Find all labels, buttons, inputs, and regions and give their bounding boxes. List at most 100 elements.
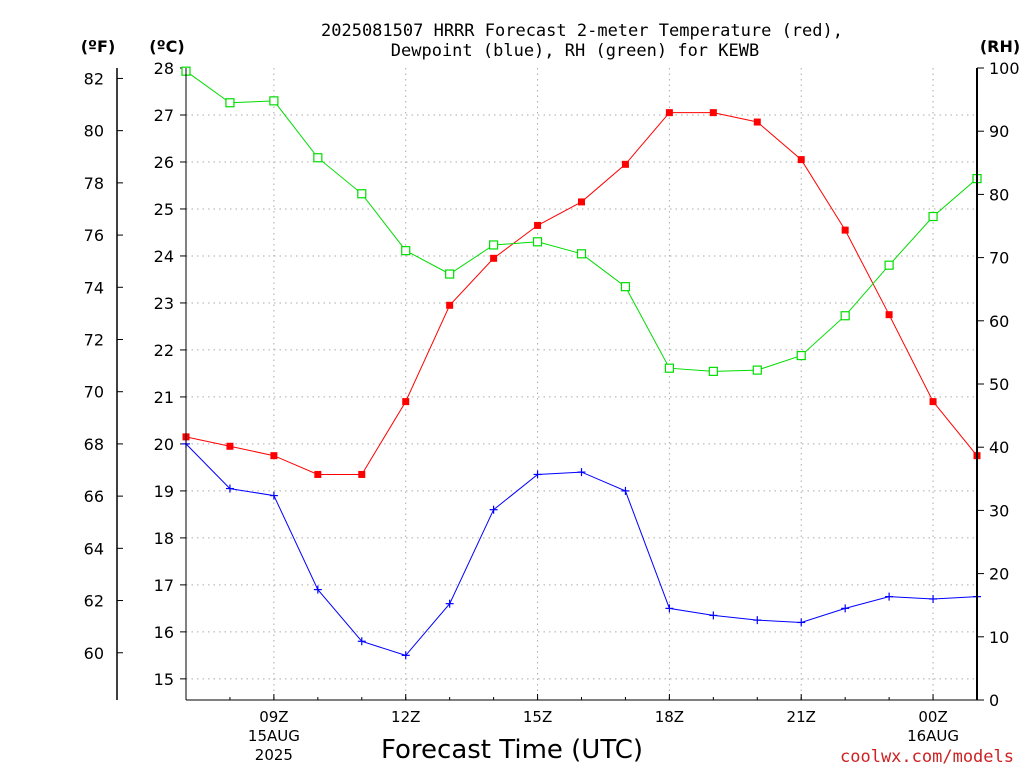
rh-point <box>225 98 235 108</box>
x-tick-label: 21Z <box>787 708 816 726</box>
rh-point <box>313 153 323 163</box>
dewpoint-point <box>533 470 542 479</box>
rh-tick-label: 90 <box>989 122 1009 141</box>
temperature-point <box>314 470 322 478</box>
temperature-point <box>490 254 498 262</box>
rh-tick-label: 20 <box>989 565 1009 584</box>
dewpoint-point <box>313 585 322 594</box>
x-tick-date-label: 16AUG <box>907 727 959 745</box>
rh-tick-label: 10 <box>989 628 1009 647</box>
dewpoint-series <box>182 439 981 660</box>
rh-tick-label: 100 <box>989 59 1020 78</box>
temperature-point <box>885 311 893 319</box>
chart-title-line2: Dewpoint (blue), RH (green) for KEWB <box>391 41 759 61</box>
dewpoint-point <box>357 637 366 646</box>
fahrenheit-tick-label: 72 <box>84 330 104 349</box>
dewpoint-point <box>401 651 410 660</box>
x-tick-label: 12Z <box>391 708 420 726</box>
rh-tick-label: 50 <box>989 375 1009 394</box>
x-tick-label: 09Z <box>259 708 288 726</box>
fahrenheit-tick-label: 68 <box>84 435 104 454</box>
fahrenheit-unit-label: (ºF) <box>81 37 116 56</box>
fahrenheit-tick-label: 80 <box>84 122 104 141</box>
celsius-tick-label: 20 <box>154 435 174 454</box>
temperature-point <box>929 398 937 406</box>
rh-point <box>401 246 411 256</box>
temperature-point <box>446 301 454 309</box>
rh-point <box>489 240 499 250</box>
grid-layer <box>186 68 977 700</box>
temperature-point <box>270 452 278 460</box>
rh-point <box>928 211 938 222</box>
celsius-tick-label: 19 <box>154 482 174 501</box>
celsius-tick-label: 24 <box>154 247 174 266</box>
rh-tick-label: 30 <box>989 501 1009 520</box>
dewpoint-point <box>885 592 894 601</box>
celsius-tick-label: 26 <box>154 153 174 172</box>
dewpoint-point <box>841 604 850 613</box>
rh-point <box>840 311 850 321</box>
dewpoint-point <box>225 484 234 493</box>
fahrenheit-tick-label: 62 <box>84 592 104 611</box>
dewpoint-point <box>665 604 674 613</box>
fahrenheit-tick-label: 66 <box>84 487 104 506</box>
celsius-tick-label: 16 <box>154 623 174 642</box>
dewpoint-point <box>489 505 498 514</box>
fahrenheit-tick-label: 74 <box>84 278 104 297</box>
rh-point <box>532 237 543 247</box>
rh-tick-label: 60 <box>989 312 1009 331</box>
celsius-tick-label: 28 <box>154 59 174 78</box>
x-axis-title: Forecast Time (UTC) <box>381 735 643 765</box>
temperature-point <box>621 160 629 168</box>
temperature-point <box>709 109 717 117</box>
celsius-unit-label: (ºC) <box>149 37 184 56</box>
dewpoint-point <box>797 618 806 627</box>
temperature-point <box>841 226 849 234</box>
celsius-tick-label: 21 <box>154 388 174 407</box>
rh-tick-label: 70 <box>989 249 1009 268</box>
chart-title-line1: 2025081507 HRRR Forecast 2-meter Tempera… <box>321 21 843 41</box>
celsius-tick-label: 23 <box>154 294 174 313</box>
rh-line <box>185 70 978 372</box>
dewpoint-point <box>621 486 630 495</box>
rh-point <box>884 260 894 270</box>
fahrenheit-tick-label: 60 <box>84 644 104 663</box>
temperature-point <box>534 221 542 229</box>
celsius-tick-label: 27 <box>154 106 174 125</box>
dewpoint-point <box>753 616 762 625</box>
temperature-point <box>578 198 585 206</box>
rh-point <box>445 269 455 279</box>
temperature-line <box>185 112 978 475</box>
fahrenheit-tick-label: 64 <box>84 539 104 558</box>
rh-point <box>620 282 631 292</box>
x-tick-label: 18Z <box>655 708 684 726</box>
rh-point <box>664 363 674 373</box>
fahrenheit-tick-label: 82 <box>84 69 104 88</box>
fahrenheit-tick-label: 76 <box>84 226 104 245</box>
temperature-point <box>402 398 410 406</box>
rh-series <box>181 66 982 376</box>
temperature-series <box>182 109 981 478</box>
rh-tick-label: 40 <box>989 438 1009 457</box>
rh-point <box>796 350 806 361</box>
celsius-tick-label: 18 <box>154 529 174 548</box>
series-layer <box>181 66 982 660</box>
rh-unit-label: (RH) <box>980 37 1020 56</box>
celsius-tick-label: 17 <box>154 576 174 595</box>
rh-tick-label: 80 <box>989 185 1009 204</box>
temperature-point <box>358 470 366 478</box>
dewpoint-point <box>929 594 938 603</box>
x-tick-label: 15Z <box>523 708 552 726</box>
watermark-text: coolwx.com/models <box>840 747 1014 767</box>
celsius-axis: 28 27 26 25 24 23 22 21 20 19 18 17 16 15 <box>154 59 186 689</box>
x-tick-label: 00Z <box>918 708 947 726</box>
fahrenheit-tick-label: 70 <box>84 383 104 402</box>
rh-point <box>269 96 279 106</box>
temperature-point <box>797 156 805 164</box>
rh-tick-label: 0 <box>989 691 999 710</box>
temperature-point <box>665 109 673 117</box>
temperature-point <box>226 442 234 450</box>
temperature-point <box>753 118 761 126</box>
